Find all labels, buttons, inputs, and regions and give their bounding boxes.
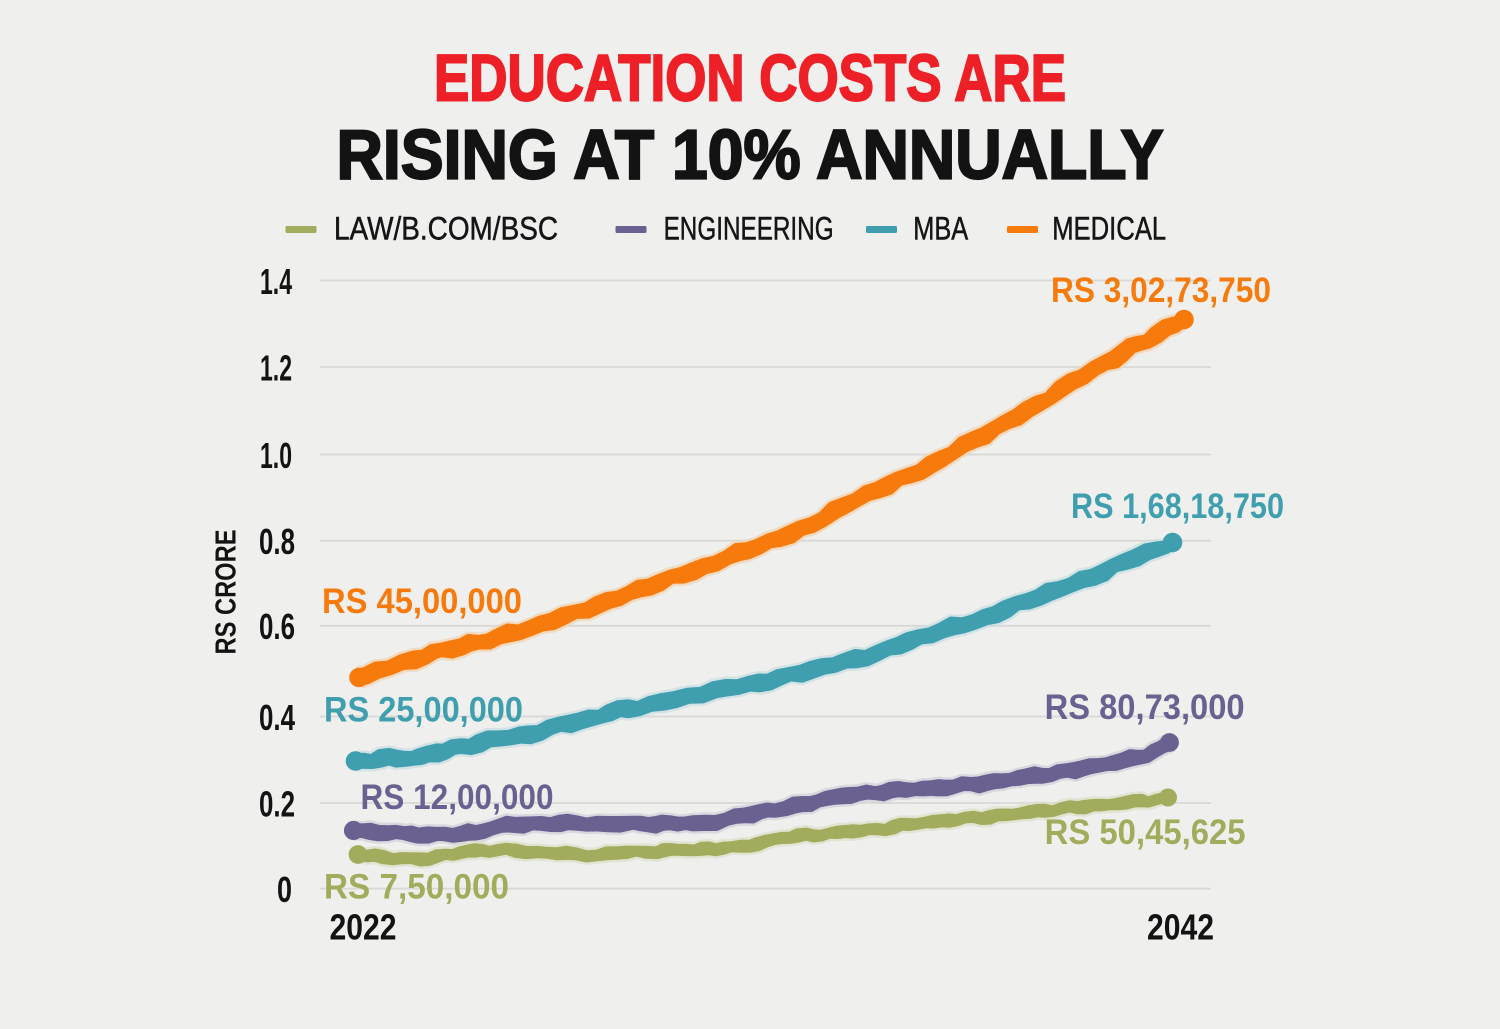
svg-text:2022: 2022 <box>330 906 397 947</box>
svg-text:RS 25,00,000: RS 25,00,000 <box>324 691 523 730</box>
svg-text:RS 3,02,73,750: RS 3,02,73,750 <box>1051 271 1271 310</box>
svg-text:EDUCATION COSTS ARE: EDUCATION COSTS ARE <box>434 41 1066 115</box>
svg-text:RS 45,00,000: RS 45,00,000 <box>322 582 522 621</box>
svg-text:RS 50,45,625: RS 50,45,625 <box>1045 813 1246 852</box>
svg-text:RS CRORE: RS CRORE <box>211 530 243 655</box>
svg-text:RISING AT 10% ANNUALLY: RISING AT 10% ANNUALLY <box>337 116 1164 194</box>
svg-text:1.4: 1.4 <box>260 261 292 302</box>
svg-text:0.4: 0.4 <box>259 697 295 738</box>
svg-text:0.2: 0.2 <box>259 783 295 824</box>
svg-text:LAW/B.COM/BSC: LAW/B.COM/BSC <box>334 211 558 247</box>
svg-text:MBA: MBA <box>913 211 969 247</box>
svg-text:0: 0 <box>277 869 292 910</box>
svg-text:1.0: 1.0 <box>260 435 292 476</box>
svg-text:1.2: 1.2 <box>260 347 292 388</box>
svg-text:RS 1,68,18,750: RS 1,68,18,750 <box>1071 487 1284 526</box>
svg-text:0.8: 0.8 <box>259 521 295 562</box>
svg-text:0.6: 0.6 <box>259 606 295 647</box>
svg-text:2042: 2042 <box>1147 906 1214 947</box>
svg-text:RS 7,50,000: RS 7,50,000 <box>324 868 509 907</box>
svg-text:MEDICAL: MEDICAL <box>1052 211 1166 247</box>
svg-text:RS 12,00,000: RS 12,00,000 <box>361 778 554 817</box>
svg-text:ENGINEERING: ENGINEERING <box>664 211 834 247</box>
svg-text:RS 80,73,000: RS 80,73,000 <box>1045 688 1245 727</box>
